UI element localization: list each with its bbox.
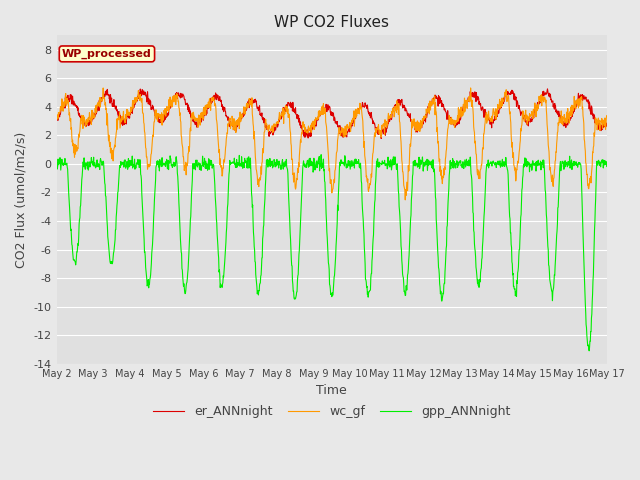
- er_ANNnight: [175, 91, 183, 97]
- Legend: er_ANNnight, wc_gf, gpp_ANNnight: er_ANNnight, wc_gf, gpp_ANNnight: [148, 400, 516, 423]
- wc_gf: [538, 93, 546, 99]
- Y-axis label: CO2 Flux (umol/m2/s): CO2 Flux (umol/m2/s): [15, 132, 28, 268]
- X-axis label: Time: Time: [316, 384, 348, 397]
- gpp_ANNnight: [237, 161, 244, 167]
- wc_gf: [237, 116, 244, 122]
- wc_gf: [52, 116, 60, 121]
- er_ANNnight: [378, 135, 385, 141]
- Line: wc_gf: wc_gf: [56, 88, 607, 200]
- er_ANNnight: [490, 120, 497, 126]
- Line: er_ANNnight: er_ANNnight: [56, 89, 607, 138]
- gpp_ANNnight: [417, 161, 425, 167]
- wc_gf: [417, 125, 425, 131]
- Line: gpp_ANNnight: gpp_ANNnight: [56, 155, 607, 351]
- er_ANNnight: [543, 86, 551, 92]
- wc_gf: [490, 106, 497, 112]
- gpp_ANNnight: [586, 348, 593, 354]
- Title: WP CO2 Fluxes: WP CO2 Fluxes: [275, 15, 389, 30]
- gpp_ANNnight: [162, 164, 170, 169]
- Text: WP_processed: WP_processed: [62, 49, 152, 59]
- er_ANNnight: [52, 117, 60, 123]
- er_ANNnight: [538, 96, 545, 102]
- gpp_ANNnight: [538, 160, 545, 166]
- gpp_ANNnight: [603, 164, 611, 169]
- wc_gf: [603, 113, 611, 119]
- wc_gf: [175, 105, 183, 111]
- gpp_ANNnight: [175, 200, 183, 206]
- wc_gf: [162, 113, 170, 119]
- er_ANNnight: [162, 112, 170, 118]
- wc_gf: [401, 197, 409, 203]
- gpp_ANNnight: [52, 164, 60, 169]
- wc_gf: [467, 85, 474, 91]
- er_ANNnight: [603, 120, 611, 126]
- gpp_ANNnight: [317, 152, 325, 157]
- er_ANNnight: [417, 122, 425, 128]
- er_ANNnight: [237, 117, 244, 123]
- gpp_ANNnight: [490, 158, 497, 164]
